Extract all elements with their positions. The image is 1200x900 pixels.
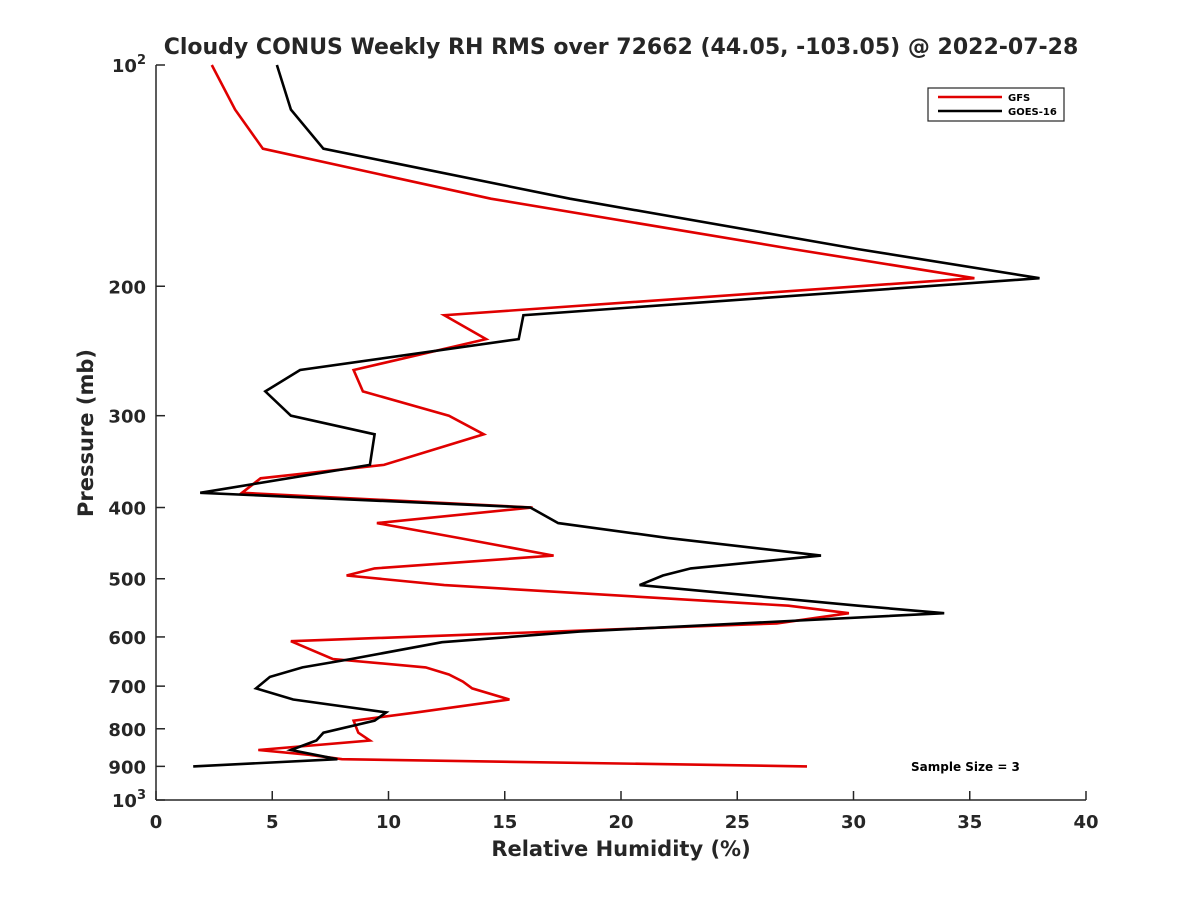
y-tick-label: 102 — [112, 53, 146, 77]
series-line-gfs — [210, 64, 975, 768]
x-tick-label: 5 — [266, 812, 279, 833]
y-tick-label: 800 — [108, 720, 146, 741]
y-tick-label: 200 — [108, 277, 146, 298]
y-tick-label: 500 — [108, 570, 146, 591]
x-tick-label: 35 — [957, 812, 982, 833]
y-tick-label: 900 — [108, 757, 146, 778]
x-tick-label: 20 — [608, 812, 633, 833]
x-tick-label: 25 — [725, 812, 750, 833]
y-tick-label: 600 — [108, 628, 146, 649]
legend-label-goes16: GOES-16 — [1008, 107, 1057, 118]
series-line-goes-16 — [193, 64, 1040, 768]
x-tick-label: 15 — [492, 812, 517, 833]
plot-lines — [193, 64, 1040, 768]
sample-size-annotation: Sample Size = 3 — [911, 760, 1020, 774]
legend-box — [927, 87, 1065, 122]
y-tick-label: 300 — [108, 407, 146, 428]
y-axis-label: Pressure (mb) — [74, 349, 98, 517]
x-tick-label: 40 — [1073, 812, 1098, 833]
chart-title: Cloudy CONUS Weekly RH RMS over 72662 (4… — [164, 35, 1079, 60]
x-tick-label: 10 — [376, 812, 401, 833]
legend: GFS GOES-16 — [927, 87, 1065, 122]
y-ticks: 102 200 300 400 500 600 700 800 900 103 — [108, 53, 165, 812]
x-ticks: 0 5 10 15 20 25 30 35 40 — [150, 791, 1099, 833]
x-tick-label: 30 — [841, 812, 866, 833]
y-tick-label: 400 — [108, 499, 146, 520]
y-tick-label: 700 — [108, 677, 146, 698]
legend-label-gfs: GFS — [1008, 93, 1030, 104]
y-tick-label: 103 — [112, 788, 146, 812]
x-tick-label: 0 — [150, 812, 163, 833]
x-axis-label: Relative Humidity (%) — [491, 837, 750, 861]
